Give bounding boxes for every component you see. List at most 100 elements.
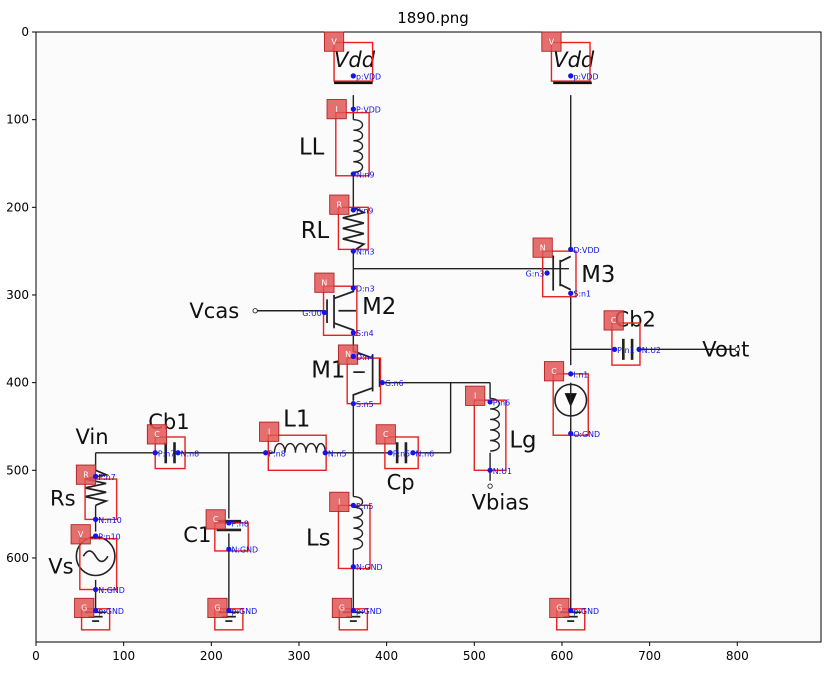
- plot-frame: [35, 31, 822, 643]
- pin-dot: [568, 607, 574, 614]
- type-badge-text: C: [611, 316, 617, 325]
- y-tick-label: 600: [6, 551, 29, 565]
- pin-label: p:VDD: [356, 72, 381, 81]
- pin-label: O:GND: [573, 430, 600, 439]
- vout-terminal: [734, 346, 740, 352]
- cp-capacitor: [395, 442, 408, 464]
- type-badge: [70, 524, 91, 545]
- pin-dot: [350, 564, 356, 570]
- pin-dot: [568, 290, 574, 296]
- component-annotation: N D:VDD G:n3 S:n1: [526, 237, 600, 299]
- pin-dot: [350, 106, 356, 112]
- component-annotation: Vp:VDD: [323, 31, 381, 82]
- pin-label: S:n5: [356, 400, 374, 409]
- type-badge: [375, 424, 396, 445]
- bounding-box: [541, 250, 577, 298]
- y-tick-label: 200: [6, 200, 29, 214]
- pin-label: P:n9: [356, 206, 373, 215]
- pin-label: p:GND: [98, 607, 124, 616]
- x-tick-label: 600: [551, 649, 574, 663]
- component-annotation: I P:n6 N:U1: [465, 385, 512, 476]
- ll-inductor: [353, 118, 364, 173]
- pin-dot: [321, 309, 328, 316]
- type-badge-text: G: [339, 604, 345, 613]
- type-badge: [314, 272, 335, 293]
- type-badge: [207, 597, 228, 619]
- pin-dot: [568, 371, 574, 377]
- pin-label: D:n4: [356, 353, 375, 362]
- pin-dot: [175, 450, 181, 456]
- pin-dot: [611, 346, 618, 352]
- type-badge-text: G: [556, 604, 562, 613]
- pin-label: N:U2: [642, 346, 661, 355]
- pin-label: N:n6: [416, 449, 435, 458]
- component-annotation: N D:n4 G:n6 S:n5: [337, 344, 404, 409]
- pin-dot: [92, 607, 99, 614]
- x-tick-label: 100: [112, 649, 135, 663]
- vcas-terminal: [252, 308, 258, 314]
- ls-inductor: [353, 495, 364, 550]
- pin-dot: [322, 450, 328, 456]
- type-badge: [326, 99, 347, 120]
- component-annotation: C P:n5 N:n6: [375, 424, 435, 470]
- pin-dot: [92, 533, 99, 539]
- y-tick-label: 0: [21, 25, 29, 39]
- type-badge-text: C: [213, 515, 219, 524]
- pin-dot: [350, 285, 356, 291]
- pin-label: N:n5: [328, 449, 347, 458]
- l1-label: L1: [283, 406, 310, 432]
- type-badge-text: V: [78, 530, 84, 539]
- type-badge-text: N: [321, 278, 327, 287]
- type-badge: [337, 344, 359, 365]
- rl-resistor: [342, 206, 367, 252]
- type-badge-text: C: [154, 430, 160, 439]
- vcas-label: Vcas: [189, 298, 239, 323]
- m3-transistor: [552, 255, 572, 291]
- bounding-box: [84, 478, 118, 521]
- x-tick-label: 400: [375, 649, 398, 663]
- pin-dot: [350, 73, 356, 79]
- type-badge: [329, 194, 350, 215]
- component-annotation: Vp:VDD: [541, 31, 599, 82]
- pin-label: p:VDD: [573, 72, 598, 81]
- type-badge-text: V: [331, 37, 337, 46]
- component-annotation: N D:n3 G:U0 S:n4: [302, 272, 375, 338]
- pin-dot: [152, 450, 158, 456]
- type-badge-text: C: [383, 430, 389, 439]
- type-badge-text: N: [345, 350, 351, 359]
- x-tick-label: 300: [288, 649, 311, 663]
- pin-dot: [544, 270, 550, 276]
- pin-label: D:n3: [356, 284, 375, 293]
- pin-label: N:n9: [356, 171, 375, 180]
- type-badge-text: G: [214, 604, 220, 613]
- y-tick-label: 400: [6, 376, 29, 390]
- pin-dot: [350, 171, 356, 177]
- vbias-label: Vbias: [472, 490, 529, 515]
- x-tick-label: 500: [463, 649, 486, 663]
- pin-dot: [350, 502, 356, 508]
- pin-dot: [636, 346, 642, 352]
- figure-title: 1890.png: [397, 9, 469, 27]
- pin-dot: [487, 467, 493, 473]
- type-badge-text: I: [338, 497, 340, 506]
- y-tick-label: 300: [6, 288, 29, 302]
- type-badge-text: R: [337, 200, 343, 209]
- pin-label: S:n1: [573, 290, 591, 299]
- component-annotation: I P:VDD N:n9: [326, 99, 381, 180]
- x-tick-label: 200: [200, 649, 223, 663]
- pin-dot: [350, 207, 356, 213]
- pin-dot: [350, 248, 356, 254]
- component-annotation: C P:n7 N:n8: [146, 424, 199, 470]
- pin-dot: [226, 546, 232, 552]
- x-tick-label: 800: [726, 649, 749, 663]
- component-annotation: C P:n1 N:U2: [603, 310, 661, 366]
- pin-label: N:GND: [98, 586, 125, 595]
- type-badge: [465, 385, 486, 406]
- component-annotation: R P:n7 N:n10: [75, 464, 122, 525]
